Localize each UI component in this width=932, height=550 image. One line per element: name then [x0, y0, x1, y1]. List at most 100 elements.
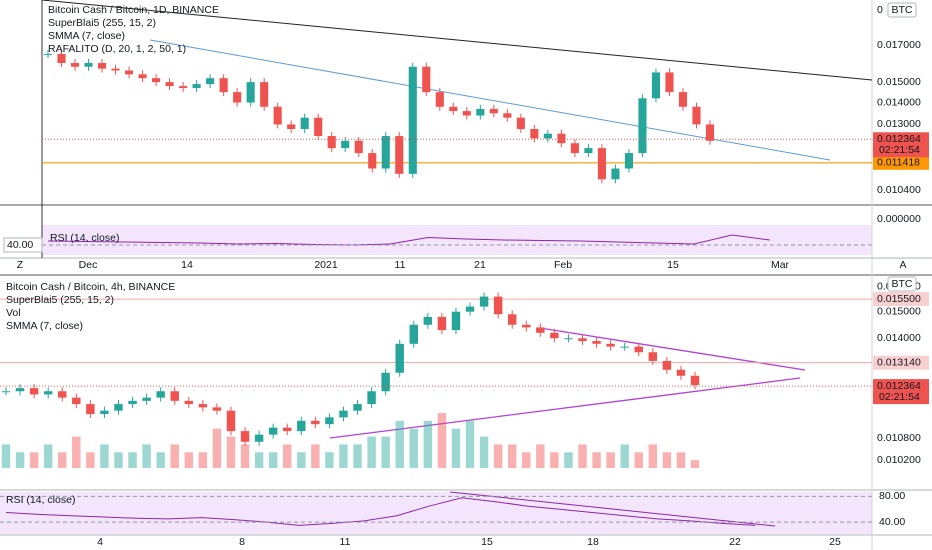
candle	[152, 78, 161, 83]
candle	[638, 98, 647, 154]
candle	[260, 82, 269, 107]
indicator-label: RAFALITO (D, 20, 1, 2, 50, 1)	[48, 43, 186, 55]
candle	[341, 140, 350, 149]
candle	[557, 133, 566, 144]
candle	[611, 168, 620, 180]
time-label: 4	[97, 536, 103, 548]
volume-bar	[451, 428, 461, 468]
candle	[84, 63, 93, 67]
candle	[395, 136, 404, 174]
volume-bar	[325, 452, 334, 468]
price-label: 0.014000	[877, 96, 921, 108]
volume-bar	[367, 436, 376, 468]
indicator-label: Vol	[6, 307, 21, 319]
price-label: 0.013000	[877, 118, 921, 130]
candle	[100, 410, 109, 414]
candle	[70, 63, 80, 67]
candle	[111, 68, 120, 71]
candle	[665, 72, 674, 93]
level-label: 0.015500	[877, 293, 921, 305]
candle	[493, 296, 503, 315]
candle	[367, 391, 376, 405]
candle	[705, 124, 715, 141]
time-label: 15	[667, 259, 679, 271]
time-label: 25	[829, 536, 841, 548]
candle	[516, 117, 525, 130]
candle	[451, 311, 461, 331]
candle	[206, 78, 215, 85]
candle	[219, 78, 228, 93]
candle	[300, 117, 309, 130]
candle	[437, 316, 447, 331]
candle	[325, 417, 334, 425]
candle	[240, 431, 250, 442]
volume-bar	[536, 444, 545, 468]
rsi-title: RSI (14, close)	[6, 494, 75, 506]
candle	[170, 391, 179, 401]
candle	[57, 53, 66, 64]
volume-bar	[479, 436, 489, 468]
trend-line	[329, 377, 801, 439]
time-label: 11	[395, 259, 406, 271]
candle	[465, 306, 475, 312]
candle	[283, 427, 292, 432]
unit: BTC	[892, 278, 913, 290]
volume-bar	[212, 428, 222, 468]
candle	[395, 343, 404, 373]
candle	[368, 153, 377, 169]
candle	[354, 140, 363, 154]
time-label: 21	[474, 259, 486, 271]
volume-bar	[128, 452, 137, 468]
pane-title: Bitcoin Cash / Bitcoin, 4h, BINANCE	[6, 281, 175, 293]
candle	[676, 369, 686, 376]
time-label: 2021	[314, 259, 338, 271]
candle	[570, 143, 579, 154]
candle	[142, 397, 151, 401]
candle	[297, 420, 306, 432]
volume-bar	[437, 413, 447, 468]
candle	[690, 375, 700, 385]
candle	[156, 391, 165, 398]
volume-bar	[114, 452, 123, 468]
volume-bar	[43, 444, 53, 468]
candle	[550, 332, 559, 339]
candle	[592, 341, 601, 344]
indicator-label: SMMA (7, close)	[6, 320, 83, 332]
time-label: A	[899, 259, 906, 271]
candle	[114, 404, 123, 411]
time-label: 15	[481, 536, 493, 548]
candle	[543, 133, 552, 139]
volume-bar	[184, 452, 194, 468]
time-label: 22	[729, 536, 741, 548]
candle	[522, 324, 531, 328]
candle	[353, 404, 362, 411]
price-label: 0.015000	[877, 305, 921, 317]
volume-bar	[15, 452, 25, 468]
time-label: Dec	[79, 259, 98, 271]
candle	[381, 372, 390, 392]
volume-bar	[592, 452, 601, 468]
volume-bar	[395, 420, 404, 468]
candle	[530, 129, 539, 139]
time-label: 18	[587, 536, 599, 548]
candle	[634, 346, 643, 353]
volume-bar	[465, 420, 475, 468]
candle	[128, 400, 137, 405]
unit-badge	[887, 2, 917, 18]
candle	[423, 316, 433, 325]
price-label: 0.015000	[877, 76, 921, 88]
candle	[678, 92, 688, 107]
time-label: Feb	[554, 259, 572, 271]
volume-bar	[86, 452, 95, 468]
candle	[476, 108, 485, 116]
volume-bar	[254, 452, 264, 468]
rsi-axis-label: 0.000000	[877, 213, 921, 225]
volume-bar	[240, 444, 250, 468]
candle	[192, 84, 201, 89]
rsi-line	[5, 497, 756, 526]
candle	[435, 92, 444, 107]
volume-bar	[606, 452, 615, 468]
candle	[584, 148, 593, 154]
candle	[254, 434, 264, 442]
